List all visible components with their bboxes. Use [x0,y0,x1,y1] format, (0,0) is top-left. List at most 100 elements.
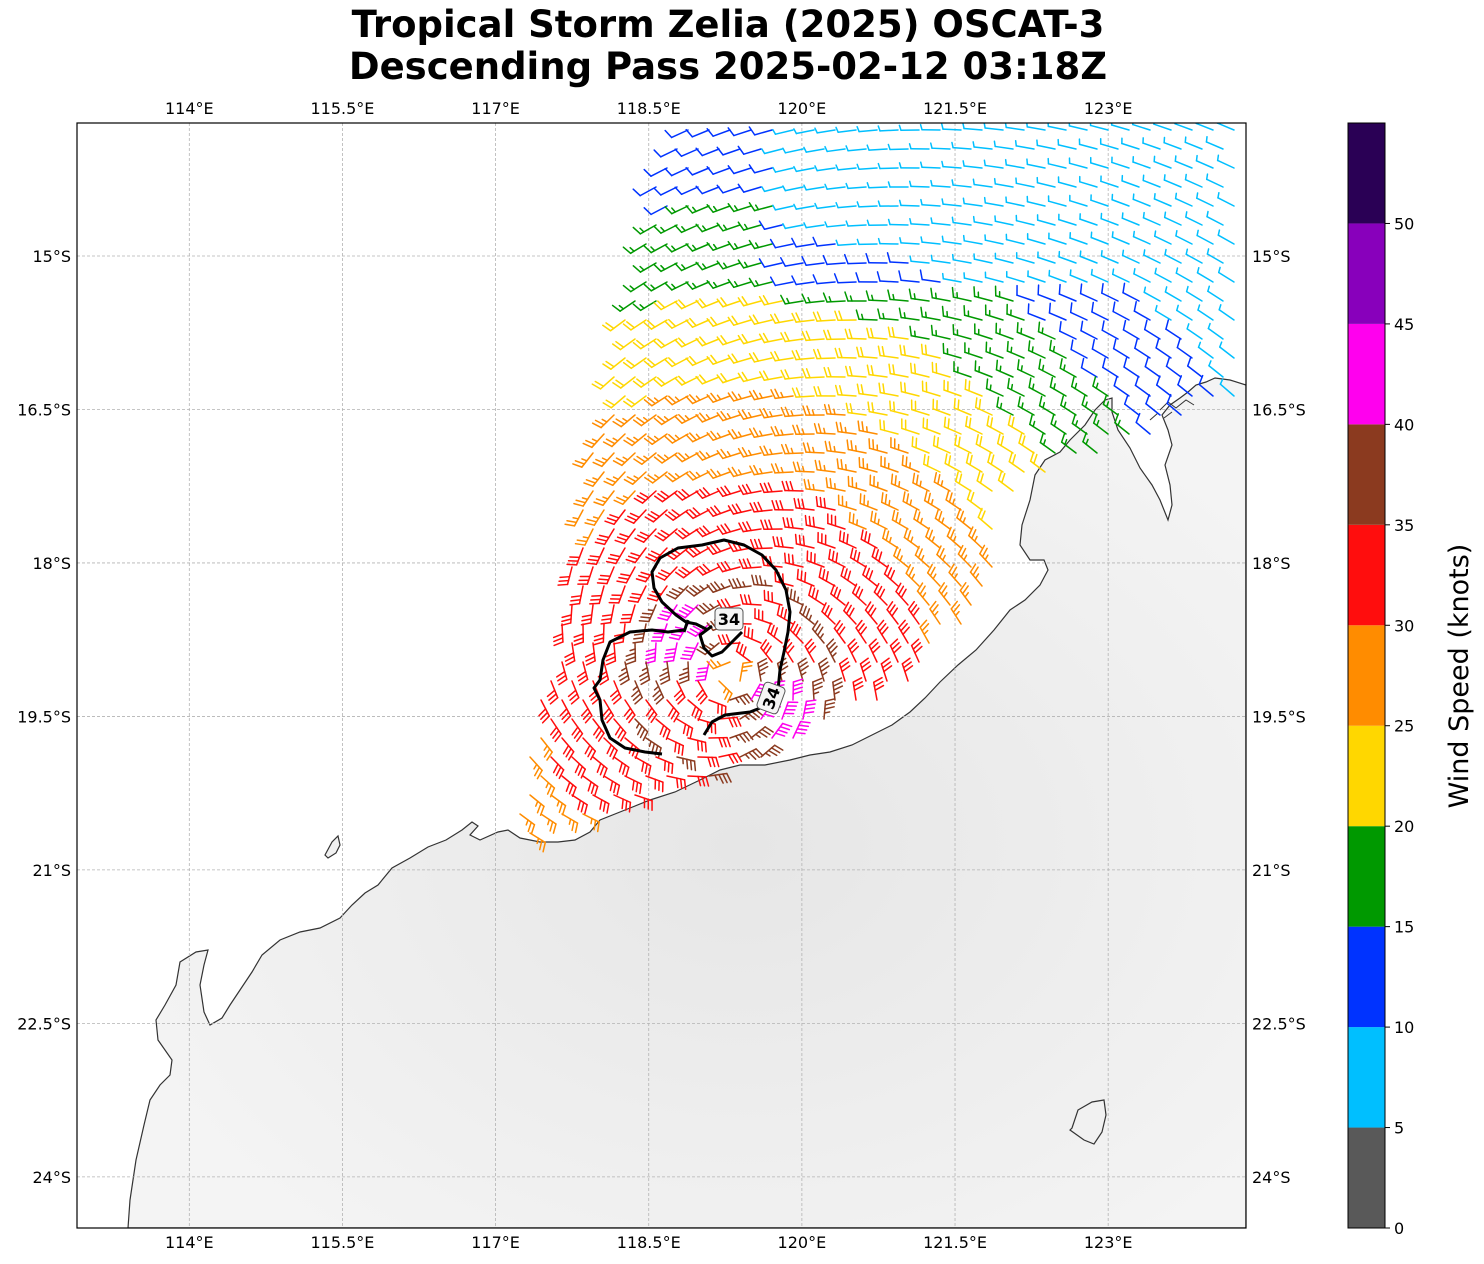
wind-barb [1133,267,1151,283]
wind-barb [813,423,836,435]
lon-tick-label-top: 115.5°E [310,99,374,118]
wind-barb [716,184,741,194]
wind-barb [632,300,657,312]
wind-barb [817,531,836,549]
wind-barb [666,737,685,756]
wind-barb [818,657,830,682]
wind-barb [845,220,867,227]
wind-barb [612,414,636,428]
wind-barb [685,355,710,367]
wind-barb [957,544,972,568]
title-line-2: Descending Pass 2025-02-12 03:18Z [348,45,1108,88]
colorbar-tick-label: 15 [1394,918,1414,937]
wind-barb [737,145,762,155]
wind-barb [822,254,846,266]
wind-barb [582,775,599,797]
wind-barb [803,222,825,229]
wind-barb [613,756,630,778]
wind-barb [1089,123,1109,131]
wind-barb [706,505,731,517]
wind-barb [963,305,983,321]
wind-barb [666,585,689,600]
wind-barb [695,147,720,157]
wind-barb [695,563,720,576]
wind-barb [1110,123,1130,131]
wind-barb [801,330,825,342]
wind-barb [583,471,605,487]
wind-barb [613,794,632,813]
wind-barb [834,347,857,359]
wind-barb [1175,229,1193,245]
wind-barb [833,619,846,644]
wind-barb [1198,374,1214,397]
wind-barb [898,124,920,132]
wind-barb [1134,338,1151,359]
wind-barb [716,410,741,422]
wind-barb [737,371,762,383]
wind-barb [1219,378,1235,397]
wind-barb [603,737,618,760]
wind-barb [638,604,657,623]
contour-label-2: 34 [756,681,786,715]
wind-barb [888,363,909,378]
wind-barb [748,314,773,325]
wind-barb [1143,286,1161,302]
wind-barb [951,179,972,188]
wind-barb [695,661,710,682]
wind-barb [1218,304,1235,321]
wind-barb [793,497,815,511]
wind-barb [727,240,752,251]
wind-barb [676,756,697,772]
wind-barb [997,470,1014,492]
wind-barb [866,182,888,189]
wind-barb [901,657,914,682]
wind-barb [1100,212,1119,226]
wind-barb [912,472,930,492]
wind-barb [1217,191,1235,207]
lat-tick-label-right: 22.5°S [1252,1014,1306,1033]
wind-barb [602,395,626,409]
wind-barb [1099,137,1119,150]
wind-barb [1143,319,1161,340]
wind-barb [856,383,878,397]
wind-barb [1196,192,1214,207]
wind-barb [767,622,783,644]
wind-barb [1037,321,1056,340]
wind-barb [1028,377,1046,397]
wind-barb [814,202,836,210]
wind-barb [951,216,972,226]
wind-barb [631,680,643,705]
wind-barb [972,141,993,150]
wind-barb [907,600,920,625]
wind-barb [634,756,652,776]
wind-barb [572,452,594,468]
wind-barb [803,184,825,191]
colorbar-tick-label: 5 [1394,1119,1404,1138]
wind-barb [1196,229,1214,245]
wind-barb [835,421,857,435]
colorbar-bin [1348,1027,1385,1128]
wind-barb [695,487,720,499]
wind-barb [1089,156,1109,169]
wind-barb [963,272,983,283]
lon-tick-label-bottom: 117°E [471,1233,520,1252]
wind-barb [1144,356,1161,378]
wind-barb [1185,285,1203,302]
wind-barb [901,418,920,435]
wind-barb [984,304,1004,321]
wind-barb [801,293,825,304]
lon-tick-label-bottom: 120°E [778,1233,827,1252]
wind-barb [930,287,951,302]
wind-barb [758,220,783,230]
wind-barb [706,581,731,594]
wind-barb [645,547,668,562]
wind-barb [1047,157,1067,169]
wind-barb [973,286,993,302]
wind-barb [708,772,732,784]
wind-barb [653,148,678,158]
lat-tick-label-left: 22.5°S [17,1014,71,1033]
wind-barb [632,224,657,235]
wind-barb [898,307,920,321]
wind-barb [678,661,690,685]
wind-barb [898,270,920,283]
